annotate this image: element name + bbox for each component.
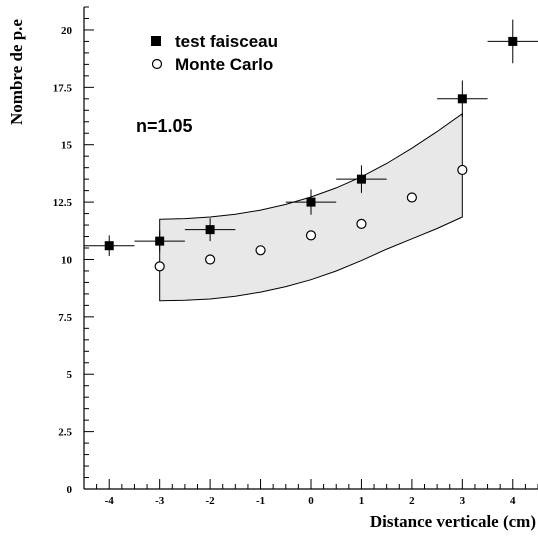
mc-point — [305, 230, 317, 241]
annotation-n: n=1.05 — [136, 116, 193, 136]
legend-marker-monte-carlo — [151, 58, 163, 70]
y-tick-label: 17.5 — [53, 82, 73, 94]
y-tick-label: 2.5 — [58, 427, 72, 439]
data-point — [508, 36, 518, 46]
mc-point — [255, 245, 266, 256]
mc-point — [356, 218, 367, 229]
y-tick-label: 7.5 — [58, 312, 72, 324]
y-axis-label: Nombre de p.e — [7, 19, 26, 125]
y-tick-label: 20 — [61, 25, 73, 37]
data-point — [356, 174, 366, 184]
x-axis-label: Distance verticale (cm) — [370, 512, 536, 531]
data-point — [104, 241, 114, 251]
y-tick-label: 0 — [67, 484, 73, 496]
data-marks — [84, 19, 538, 272]
x-tick-label: 0 — [308, 495, 314, 507]
mc-point — [457, 164, 468, 176]
x-tick-label: 1 — [359, 495, 365, 507]
x-tick-label: -2 — [206, 495, 216, 507]
legend: test faisceau Monte Carlo — [151, 32, 278, 74]
data-point — [457, 94, 467, 104]
x-tick-label: -4 — [105, 495, 115, 507]
y-tick-label: 10 — [61, 254, 73, 266]
legend-label-test-faisceau: test faisceau — [175, 32, 278, 51]
y-tick-label: 12.5 — [53, 197, 73, 209]
axis-ticks: 0 2.5 5 7.5 10 12.5 15 17.5 20 -4 -3 -2 -1 0 1 2 3 4 — [53, 6, 538, 507]
data-point — [306, 197, 316, 207]
x-tick-label: 2 — [409, 495, 415, 507]
x-tick-label: 3 — [460, 495, 466, 507]
y-tick-label: 5 — [67, 369, 73, 381]
legend-label-monte-carlo: Monte Carlo — [175, 55, 273, 74]
data-point — [155, 236, 165, 246]
x-tick-label: -3 — [155, 495, 165, 507]
data-point — [205, 225, 215, 235]
legend-marker-test-faisceau — [151, 36, 161, 46]
x-tick-label: 4 — [510, 495, 516, 507]
mc-point — [205, 254, 216, 265]
y-tick-label: 15 — [61, 140, 73, 152]
x-tick-label: -1 — [256, 495, 265, 507]
mc-point — [406, 192, 417, 203]
mc-point — [154, 261, 165, 272]
